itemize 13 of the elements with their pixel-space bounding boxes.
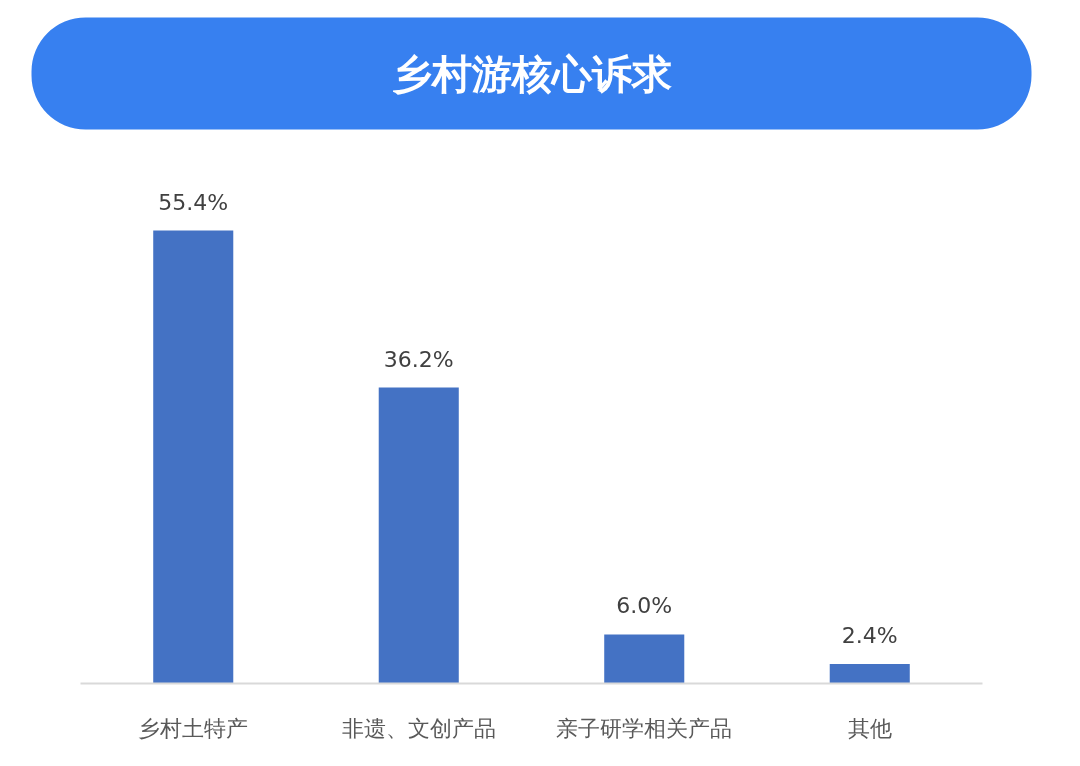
data-label: 36.2%	[383, 346, 454, 372]
bar	[604, 634, 685, 684]
data-label: 6.0%	[616, 593, 673, 619]
bar	[378, 387, 459, 684]
x-tick-label: 其他	[847, 715, 892, 741]
chart-title: 乡村游核心诉求	[391, 50, 672, 97]
bar	[829, 663, 910, 684]
x-tick-label: 亲子研学相关产品	[556, 715, 733, 741]
x-tick-label: 乡村土特产	[138, 715, 249, 741]
data-label: 55.4%	[158, 189, 229, 215]
data-label: 2.4%	[841, 622, 898, 648]
bar	[153, 230, 234, 684]
x-tick-label: 非遗、文创产品	[341, 715, 496, 741]
